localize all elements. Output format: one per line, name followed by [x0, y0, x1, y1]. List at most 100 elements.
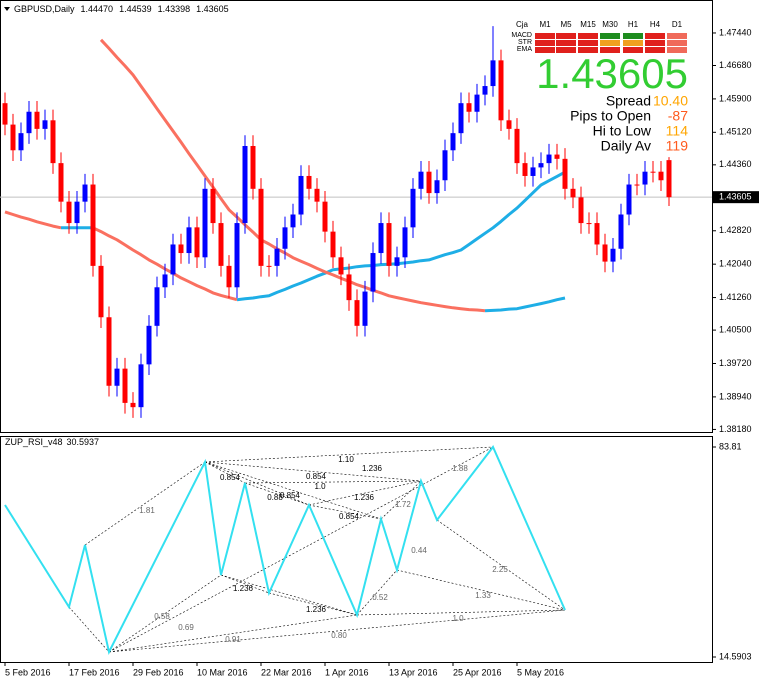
fib-label: 1.0: [452, 614, 464, 623]
candle-body: [402, 227, 408, 258]
y-tick-label: 1.42040: [719, 259, 752, 269]
fib-line: [204, 461, 382, 520]
candle-body: [82, 184, 88, 202]
stat-value: -87: [668, 108, 688, 124]
fib-line: [268, 592, 358, 616]
candle-body: [626, 184, 632, 215]
fib-label: 2.25: [492, 565, 508, 574]
text-part: 1.44539: [119, 4, 152, 14]
y-tick-label: 1.42820: [719, 225, 752, 235]
candle-body: [242, 145, 248, 224]
fib-label: 0.58: [154, 612, 170, 621]
fib-line: [108, 446, 494, 653]
y-tick-label: 1.44360: [719, 159, 752, 169]
fib-label: 0.80: [331, 631, 347, 640]
candle-body: [258, 188, 264, 266]
fib-line: [204, 461, 422, 482]
candle-body: [194, 227, 200, 258]
candle-body: [474, 94, 480, 112]
candle-body: [322, 201, 328, 232]
candle-body: [138, 364, 144, 408]
x-tick-label: 5 Feb 2016: [5, 667, 51, 677]
fib-label: 0.69: [178, 623, 194, 632]
candle-body: [282, 227, 288, 249]
fib-label: 1.236: [306, 605, 327, 614]
candle-body: [554, 154, 560, 159]
fib-label: 0.854: [306, 472, 327, 481]
fib-line: [108, 614, 358, 653]
candle-body: [34, 111, 40, 129]
candle-body: [538, 163, 544, 168]
candle-body: [610, 248, 616, 262]
candle-body: [338, 257, 344, 275]
candle-body: [362, 291, 368, 326]
signal-cell: [535, 47, 555, 53]
timeframe-label: H4: [650, 20, 661, 29]
candle-body: [170, 244, 176, 275]
candle-body: [394, 257, 400, 266]
candle-body: [562, 158, 568, 189]
x-tick-label: 1 Apr 2016: [325, 667, 369, 677]
fib-label: 1.236: [354, 493, 375, 502]
fib-label: 1.81: [139, 506, 155, 515]
fib-label: 0.52: [372, 593, 388, 602]
text-part: GBPUSD,Daily: [14, 4, 75, 14]
fib-line: [380, 480, 422, 520]
signal-cell: [556, 47, 576, 53]
text-part: ZUP_RSI_v48: [5, 437, 63, 447]
fib-label: 1.33: [475, 591, 491, 600]
y-tick-label: 14.5903: [719, 651, 752, 661]
fib-label: 1.10: [338, 455, 354, 464]
candle-body: [114, 368, 120, 386]
candle-body: [250, 145, 256, 189]
moving-average: [99, 38, 486, 313]
candle-body: [378, 223, 384, 254]
candle-body: [306, 175, 312, 189]
big-price: 1.43605: [536, 50, 688, 97]
signal-cell: [623, 47, 643, 53]
timeframe-label: H1: [628, 20, 639, 29]
fib-label: 1.88: [452, 464, 468, 473]
text-part: 1.43605: [196, 4, 229, 14]
candle-body: [458, 103, 464, 134]
fib-line: [108, 609, 566, 653]
fib-line: [108, 574, 222, 653]
x-tick-label: 13 Apr 2016: [389, 667, 438, 677]
fib-line: [204, 446, 494, 463]
fib-label: 1.236: [362, 464, 383, 473]
signal-cell: [600, 47, 620, 53]
stat-label: Pips to Open: [570, 108, 651, 124]
stat-value: 119: [666, 138, 689, 154]
x-tick-label: 5 May 2016: [517, 667, 564, 677]
candle-body: [330, 231, 336, 258]
candle-body: [498, 60, 504, 121]
menu-arrow[interactable]: [4, 7, 10, 11]
candle-body: [122, 368, 128, 403]
fib-line: [244, 482, 310, 506]
candle-body: [266, 265, 272, 267]
text-part: 30.5937: [67, 437, 100, 447]
candle-body: [226, 265, 232, 288]
fib-line: [308, 504, 382, 520]
chart-header: GBPUSD,Daily 1.44470 1.44539 1.43398 1.43605: [14, 4, 229, 14]
candle-body: [410, 188, 416, 228]
signal-cell: [535, 40, 555, 46]
y-tick-label: 83.81: [719, 441, 742, 451]
y-tick-label: 1.45900: [719, 93, 752, 103]
signal-cell: [600, 40, 620, 46]
candle-body: [298, 175, 304, 215]
candle-body: [450, 133, 456, 151]
text-part: 1.43398: [158, 4, 191, 14]
fib-label: 1.0: [314, 482, 326, 491]
fib-label: 0.854: [220, 473, 241, 482]
signal-cell: [535, 33, 555, 39]
candle-body: [442, 150, 448, 181]
candle-body: [490, 60, 496, 87]
candle-body: [234, 223, 240, 288]
candle-body: [2, 103, 8, 125]
fib-label: 1.72: [395, 500, 411, 509]
candle-body: [314, 188, 320, 202]
fib-line: [308, 480, 422, 506]
signal-cell: [578, 33, 598, 39]
